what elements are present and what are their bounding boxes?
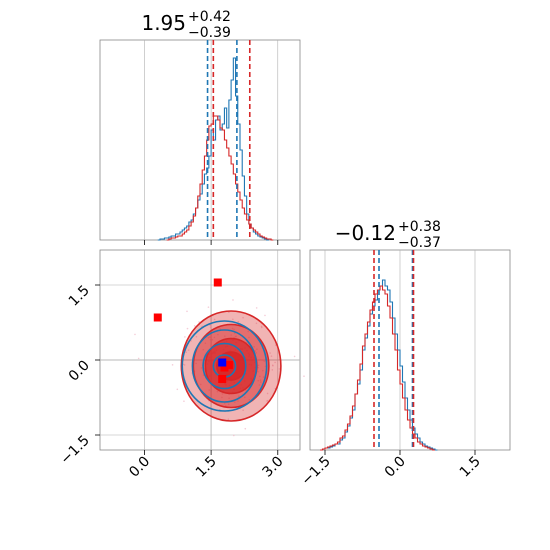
sample-point (244, 427, 247, 430)
sample-point (137, 357, 140, 360)
x-tick-label: 1.5 (193, 454, 220, 481)
histogram-step-red (320, 285, 435, 451)
sample-point (270, 355, 273, 357)
sample-point (278, 368, 281, 370)
panel-title-median: −0.12 (335, 221, 396, 245)
sample-point (266, 392, 269, 395)
sample-point (255, 322, 258, 325)
sample-point (185, 351, 188, 353)
panel-title-median: 1.95 (141, 11, 186, 35)
blue-contour-level (191, 329, 258, 403)
y-tick-label: 1.5 (66, 283, 93, 310)
sample-point (171, 364, 174, 366)
sample-point (242, 316, 244, 319)
sample-point (274, 344, 277, 346)
red-square-marker (153, 313, 162, 322)
panel-title-plus: +0.38 (398, 219, 441, 235)
sample-point (190, 340, 192, 342)
blue-square-marker (218, 358, 227, 367)
x-tick-label: 1.5 (457, 454, 484, 481)
panel-title-minus: −0.37 (398, 235, 441, 251)
histogram-step-red (166, 115, 274, 241)
histogram-panel-param1: 1.95 +0.42−0.39 (99, 9, 301, 245)
sample-point (232, 299, 234, 301)
sample-point (274, 361, 276, 364)
sample-point (207, 306, 210, 308)
histogram-panel-param2: −1.5 0.0 1.5 −0.12 +0.38−0.37 (298, 219, 511, 489)
sample-point (237, 320, 240, 323)
red-square-marker (218, 375, 227, 383)
x-tick-label: 0.0 (382, 454, 409, 481)
sample-point (271, 369, 274, 371)
y-tick-label: 0.0 (66, 358, 93, 385)
sample-point (303, 375, 305, 377)
panel-frame (309, 249, 511, 451)
sample-point (186, 310, 188, 313)
y-tick-label: −1.5 (57, 433, 92, 468)
sample-point (193, 325, 196, 327)
panel-title-plus: +0.42 (188, 9, 231, 25)
sample-point (213, 318, 216, 321)
sample-point (134, 333, 136, 336)
sample-point (227, 418, 230, 421)
sample-point (266, 399, 269, 402)
sample-point (187, 349, 190, 351)
sample-point (186, 327, 189, 330)
sample-point (176, 388, 179, 391)
panel-frame (99, 39, 301, 241)
red-square-marker (213, 278, 222, 287)
x-tick-label: 0.0 (126, 454, 153, 481)
sample-point (184, 336, 186, 338)
red-square-marker (220, 363, 229, 372)
sample-point (198, 321, 200, 323)
panel-title-minus: −0.39 (188, 25, 231, 41)
sample-point (260, 325, 263, 328)
panel-frame (99, 249, 301, 451)
sample-point (271, 364, 274, 367)
sample-point (183, 400, 185, 403)
sample-point (232, 434, 235, 437)
x-tick-label: 3.0 (260, 454, 287, 481)
sample-point (293, 355, 296, 358)
sample-point (264, 314, 266, 317)
sample-point (269, 352, 271, 354)
x-tick-label: −1.5 (298, 454, 333, 489)
blue-contour-level (202, 342, 247, 390)
scatter-panel: 0.0 1.5 3.0 −1.5 0.0 1.5 (57, 249, 305, 481)
sample-point (183, 364, 186, 366)
sample-point (242, 409, 244, 411)
sample-point (209, 326, 212, 329)
sample-point (195, 335, 198, 338)
sample-point (210, 324, 212, 327)
red-square-marker (224, 361, 233, 369)
sample-point (255, 307, 258, 309)
blue-contour-level (181, 320, 268, 412)
sample-point (232, 318, 234, 321)
